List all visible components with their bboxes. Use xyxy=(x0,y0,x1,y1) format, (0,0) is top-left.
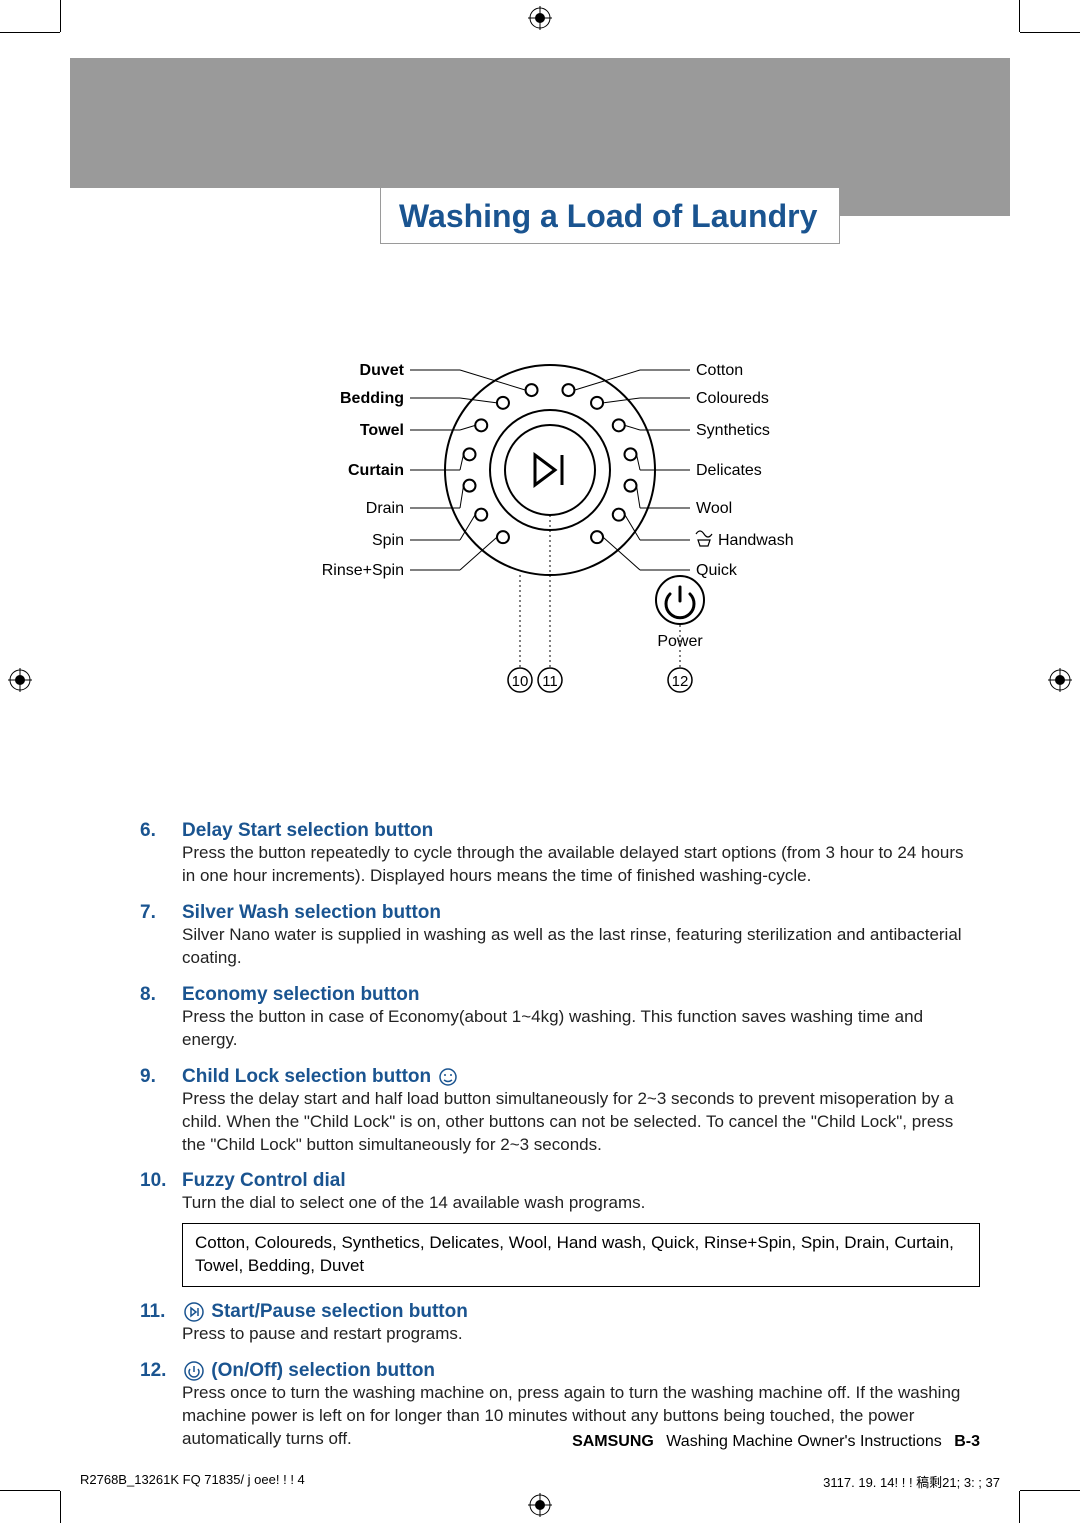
footer-doc: Washing Machine Owner's Instructions xyxy=(666,1433,941,1450)
imposition-right: 3117. 19. 14! ! ! 稿剩21; 3: ; 37 xyxy=(823,1472,1000,1491)
item-title: Delay Start selection button xyxy=(182,820,433,842)
item-title: Start/Pause selection button xyxy=(182,1301,468,1323)
item-body: Press the button repeatedly to cycle thr… xyxy=(182,842,980,888)
instruction-item: 9.Child Lock selection button Press the … xyxy=(140,1066,980,1157)
item-title: (On/Off) selection button xyxy=(182,1360,435,1382)
crop-mark xyxy=(0,32,60,33)
program-list-box: Cotton, Coloureds, Synthetics, Delicates… xyxy=(182,1223,980,1287)
footer-brand: SAMSUNG xyxy=(572,1433,654,1450)
item-title: Silver Wash selection button xyxy=(182,902,441,924)
registration-mark-icon xyxy=(528,6,552,30)
crop-mark xyxy=(60,0,61,32)
item-body: Press the delay start and half load butt… xyxy=(182,1088,980,1157)
registration-mark-icon xyxy=(528,1493,552,1517)
item-number: 8. xyxy=(140,984,182,1006)
section-title-box: Washing a Load of Laundry xyxy=(380,188,840,244)
program-dial-diagram: Power 10 11 12 DuvetBeddingTowelCurtainD… xyxy=(290,320,810,720)
svg-text:Rinse+Spin: Rinse+Spin xyxy=(322,562,404,579)
item-number: 12. xyxy=(140,1360,182,1382)
item-number: 7. xyxy=(140,902,182,924)
section-title-row: Washing a Load of Laundry xyxy=(70,188,1010,244)
item-body: Press the button in case of Economy(abou… xyxy=(182,1006,980,1052)
callout-11: 11 xyxy=(542,673,558,690)
crop-mark xyxy=(1019,1491,1020,1523)
footer-page: B-3 xyxy=(954,1433,980,1450)
registration-mark-icon xyxy=(8,668,32,692)
item-body: Silver Nano water is supplied in washing… xyxy=(182,924,980,970)
instruction-item: 7.Silver Wash selection buttonSilver Nan… xyxy=(140,902,980,970)
svg-text:Coloureds: Coloureds xyxy=(696,390,769,407)
start-pause-icon xyxy=(535,455,562,485)
imposition-info: R2768B_13261K FQ 71835/ j oee! ! ! 4 311… xyxy=(80,1472,1000,1491)
callout-10: 10 xyxy=(512,673,529,690)
crop-mark xyxy=(1019,0,1020,32)
item-number: 6. xyxy=(140,820,182,842)
item-title: Fuzzy Control dial xyxy=(182,1170,346,1192)
instruction-item: 8.Economy selection buttonPress the butt… xyxy=(140,984,980,1052)
instruction-item: 11. Start/Pause selection buttonPress to… xyxy=(140,1301,980,1346)
item-number: 9. xyxy=(140,1066,182,1088)
svg-text:Spin: Spin xyxy=(372,532,404,549)
start-pause-icon xyxy=(184,1302,204,1322)
svg-text:Curtain: Curtain xyxy=(348,462,404,479)
svg-text:Drain: Drain xyxy=(366,500,404,517)
section-title: Washing a Load of Laundry xyxy=(399,198,817,234)
crop-mark xyxy=(1020,1490,1080,1491)
callout-12: 12 xyxy=(672,673,689,690)
svg-text:Cotton: Cotton xyxy=(696,362,743,379)
item-number: 11. xyxy=(140,1301,182,1323)
instruction-item: 10.Fuzzy Control dialTurn the dial to se… xyxy=(140,1170,980,1287)
svg-text:Towel: Towel xyxy=(360,422,404,439)
handwash-icon xyxy=(696,531,712,546)
registration-mark-icon xyxy=(1048,668,1072,692)
svg-text:Synthetics: Synthetics xyxy=(696,422,770,439)
item-body: Turn the dial to select one of the 14 av… xyxy=(182,1192,980,1215)
power-icon xyxy=(666,587,694,618)
item-title: Child Lock selection button xyxy=(182,1066,460,1088)
child-lock-icon xyxy=(438,1067,458,1087)
crop-mark xyxy=(60,1491,61,1523)
svg-text:Quick: Quick xyxy=(696,562,738,579)
crop-mark xyxy=(0,1490,60,1491)
svg-text:Delicates: Delicates xyxy=(696,462,762,479)
svg-text:Wool: Wool xyxy=(696,500,732,517)
svg-text:Duvet: Duvet xyxy=(360,362,405,379)
svg-text:Handwash: Handwash xyxy=(718,532,794,549)
item-body: Press to pause and restart programs. xyxy=(182,1323,980,1346)
item-number: 10. xyxy=(140,1170,182,1192)
imposition-left: R2768B_13261K FQ 71835/ j oee! ! ! 4 xyxy=(80,1472,305,1491)
item-title: Economy selection button xyxy=(182,984,420,1006)
page-footer: SAMSUNG Washing Machine Owner's Instruct… xyxy=(140,1433,980,1451)
header-band xyxy=(70,58,1010,188)
svg-text:Bedding: Bedding xyxy=(340,390,404,407)
instruction-item: 6.Delay Start selection buttonPress the … xyxy=(140,820,980,888)
instruction-list: 6.Delay Start selection buttonPress the … xyxy=(140,820,980,1465)
crop-mark xyxy=(1020,32,1080,33)
power-icon xyxy=(184,1361,204,1381)
section-title-fill xyxy=(840,188,1010,216)
